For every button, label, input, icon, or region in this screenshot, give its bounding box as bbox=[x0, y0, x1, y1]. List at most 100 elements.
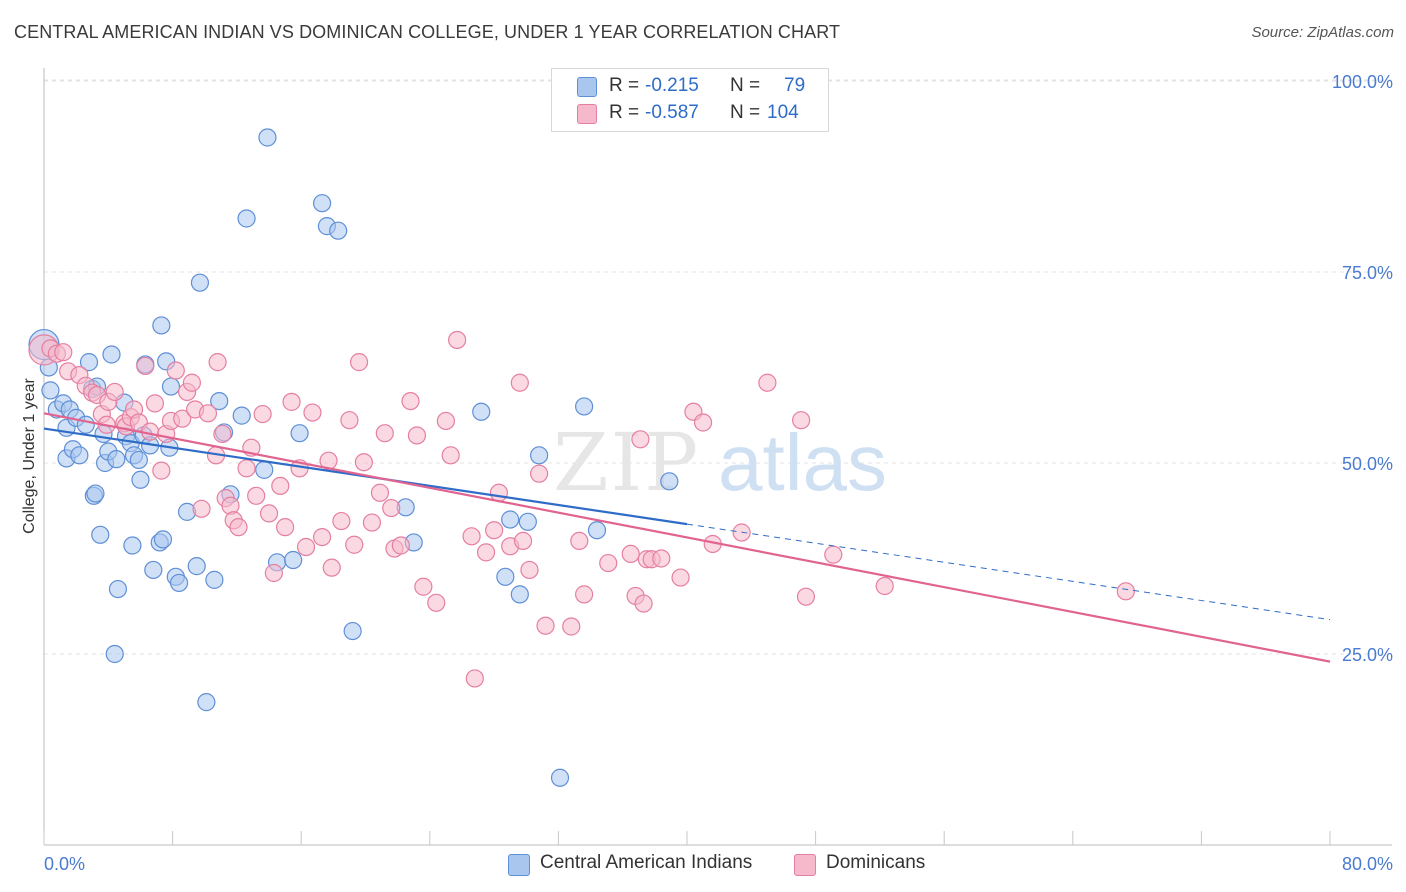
n-value: 79 bbox=[784, 75, 806, 96]
data-point-central-american-indians bbox=[102, 345, 121, 364]
data-point-dominicans bbox=[414, 577, 433, 596]
data-point-dominicans bbox=[54, 343, 73, 362]
data-point-dominicans bbox=[652, 549, 671, 568]
data-point-dominicans bbox=[375, 424, 394, 443]
data-point-central-american-indians bbox=[86, 484, 105, 503]
data-point-dominicans bbox=[671, 568, 690, 587]
data-point-dominicans bbox=[510, 373, 529, 392]
swatch-dominicans bbox=[577, 104, 597, 124]
data-point-dominicans bbox=[354, 453, 373, 472]
data-point-dominicans bbox=[520, 560, 539, 580]
data-point-dominicans bbox=[448, 330, 467, 350]
data-point-dominicans bbox=[349, 353, 369, 372]
data-point-dominicans bbox=[271, 476, 290, 495]
r-value: -0.587 bbox=[645, 102, 699, 123]
data-point-central-american-indians bbox=[76, 415, 95, 434]
source-label: Source: ZipAtlas.com bbox=[1251, 24, 1394, 41]
data-point-dominicans bbox=[485, 521, 504, 540]
data-point-dominicans bbox=[136, 356, 155, 376]
data-point-dominicans bbox=[570, 531, 589, 551]
data-point-dominicans bbox=[213, 424, 232, 444]
data-point-central-american-indians bbox=[197, 693, 216, 712]
data-point-central-american-indians bbox=[472, 402, 491, 421]
r-label: R = bbox=[609, 75, 640, 96]
y-tick-label: 75.0% bbox=[1342, 263, 1393, 283]
data-point-dominicans bbox=[792, 411, 811, 430]
data-point-dominicans bbox=[407, 426, 427, 445]
data-point-dominicans bbox=[253, 404, 272, 424]
data-point-central-american-indians bbox=[290, 424, 309, 443]
y-axis-label: College, Under 1 year bbox=[21, 378, 38, 534]
data-point-dominicans bbox=[465, 669, 484, 688]
data-point-central-american-indians bbox=[79, 353, 99, 372]
data-point-dominicans bbox=[513, 531, 533, 551]
x-ticks bbox=[43, 831, 1331, 845]
data-point-central-american-indians bbox=[41, 381, 60, 400]
data-point-dominicans bbox=[634, 594, 653, 613]
data-point-dominicans bbox=[427, 593, 446, 612]
data-point-dominicans bbox=[382, 498, 401, 518]
data-point-dominicans bbox=[562, 617, 581, 636]
data-point-dominicans bbox=[152, 461, 171, 480]
data-point-dominicans bbox=[192, 499, 211, 518]
stats-row-dominicans: R = -0.587 N = 104 bbox=[552, 101, 828, 127]
data-point-central-american-indians bbox=[258, 128, 277, 147]
data-point-central-american-indians bbox=[550, 768, 570, 787]
trend-extension-central-american-indians bbox=[686, 523, 1331, 621]
data-point-central-american-indians bbox=[161, 377, 181, 396]
y-tick-label: 25.0% bbox=[1342, 645, 1393, 665]
data-point-central-american-indians bbox=[105, 644, 124, 664]
data-point-dominicans bbox=[875, 576, 894, 596]
data-point-dominicans bbox=[758, 373, 777, 392]
data-point-dominicans bbox=[575, 585, 594, 604]
y-tick-label: 50.0% bbox=[1342, 454, 1393, 474]
data-point-dominicans bbox=[198, 404, 218, 423]
data-point-dominicans bbox=[530, 464, 549, 483]
data-point-central-american-indians bbox=[518, 512, 537, 531]
stats-legend: R = -0.215 N = 79 R = -0.587 N = 104 bbox=[551, 68, 829, 132]
data-point-dominicans bbox=[370, 483, 390, 502]
x-tick-label-max: 80.0% bbox=[1342, 854, 1393, 874]
data-point-dominicans bbox=[173, 409, 192, 428]
data-point-central-american-indians bbox=[144, 560, 163, 580]
data-point-dominicans bbox=[264, 563, 283, 583]
trend-line-dominicans bbox=[43, 412, 1331, 663]
data-point-central-american-indians bbox=[343, 621, 362, 641]
data-point-central-american-indians bbox=[70, 446, 89, 465]
data-point-central-american-indians bbox=[152, 316, 171, 335]
data-point-dominicans bbox=[282, 392, 301, 411]
data-point-dominicans bbox=[796, 587, 816, 606]
gridlines bbox=[44, 79, 1392, 655]
legend-swatch-dominicans bbox=[794, 854, 816, 876]
data-point-dominicans bbox=[332, 511, 351, 531]
legend-label: Dominicans bbox=[826, 852, 926, 873]
data-point-central-american-indians bbox=[496, 567, 515, 586]
watermark-zip: ZIP bbox=[553, 416, 700, 509]
data-point-dominicans bbox=[303, 403, 322, 422]
x-tick-label-min: 0.0% bbox=[44, 854, 85, 874]
y-tick-labels: 25.0% 50.0% 75.0% 100.0% bbox=[1332, 72, 1393, 665]
data-point-central-american-indians bbox=[232, 406, 251, 425]
data-point-dominicans bbox=[322, 558, 341, 577]
watermark-atlas: atlas bbox=[718, 418, 887, 507]
data-point-dominicans bbox=[693, 413, 713, 432]
n-label: N = bbox=[730, 75, 761, 96]
data-point-dominicans bbox=[599, 553, 618, 573]
data-point-central-american-indians bbox=[329, 221, 348, 240]
data-point-central-american-indians bbox=[501, 510, 520, 529]
data-point-central-american-indians bbox=[107, 450, 126, 469]
data-point-dominicans bbox=[462, 527, 481, 546]
trend-lines bbox=[43, 412, 1331, 663]
chart-title: CENTRAL AMERICAN INDIAN VS DOMINICAN COL… bbox=[14, 22, 841, 42]
data-point-central-american-indians bbox=[312, 194, 332, 213]
legend-swatch-central-american-indians bbox=[508, 854, 530, 876]
data-point-central-american-indians bbox=[660, 472, 679, 491]
legend-label: Central American Indians bbox=[540, 852, 753, 873]
data-point-dominicans bbox=[441, 446, 460, 465]
swatch-central-american-indians bbox=[577, 77, 597, 97]
n-label: N = bbox=[730, 102, 761, 123]
data-point-dominicans bbox=[296, 537, 316, 557]
data-point-dominicans bbox=[182, 373, 201, 392]
data-point-dominicans bbox=[489, 483, 509, 502]
